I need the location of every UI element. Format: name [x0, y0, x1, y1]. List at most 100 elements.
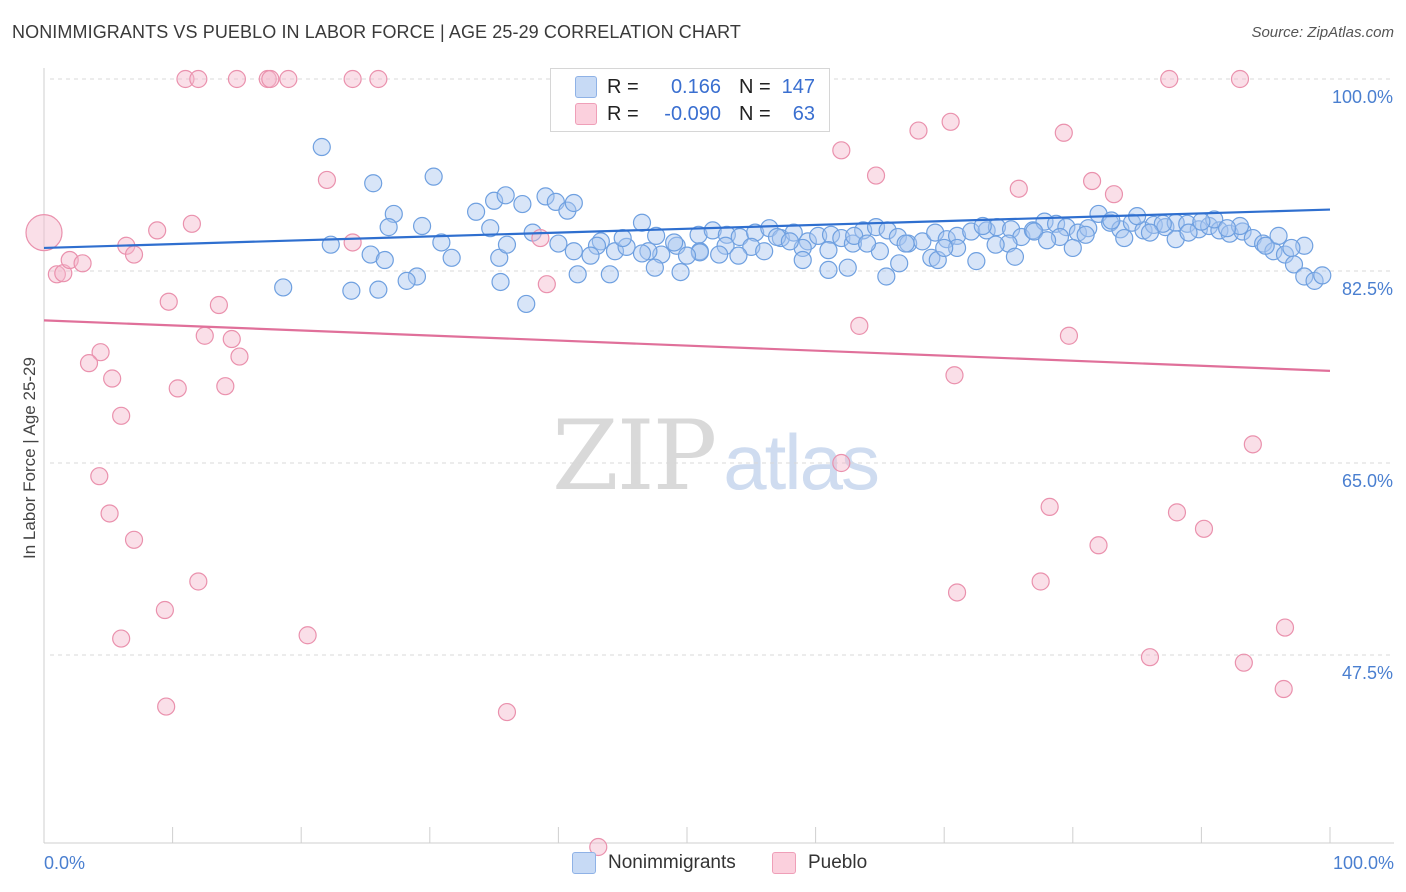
pueblo-point	[216, 377, 235, 396]
pueblo-point	[1167, 503, 1187, 522]
nonimmigrants-point	[986, 235, 1005, 254]
pueblo-point	[343, 69, 362, 89]
chart-title: NONIMMIGRANTS VS PUEBLO IN LABOR FORCE |…	[12, 22, 741, 42]
y-tick-label: 65.0%	[1342, 471, 1393, 491]
pueblo-point	[112, 406, 131, 425]
pueblo-point	[176, 69, 195, 89]
nonimmigrants-point	[967, 252, 986, 271]
nonimmigrants-point	[890, 254, 909, 273]
nonimmigrants-point	[677, 246, 697, 265]
nonimmigrants-point	[564, 193, 583, 213]
nonimmigrants-point	[1025, 222, 1044, 241]
pueblo-point	[124, 245, 144, 264]
nonimmigrants-point	[549, 234, 568, 253]
nonimmigrants-point	[647, 226, 666, 245]
nonimmigrants-point	[703, 221, 722, 240]
legend-swatch-pueblo	[772, 852, 796, 874]
nonimmigrants-point	[485, 191, 504, 210]
y-tick-label: 82.5%	[1342, 279, 1393, 299]
pueblo-point	[25, 214, 63, 252]
legend-item-pueblo[interactable]: Pueblo	[772, 852, 867, 874]
nonimmigrants-point	[1282, 238, 1301, 258]
legend-swatch-pueblo	[575, 103, 597, 125]
pueblo-point	[112, 629, 131, 648]
pueblo-point	[1040, 497, 1059, 516]
nonimmigrants-point	[857, 234, 877, 253]
legend-item-nonimmigrants[interactable]: Nonimmigrants	[572, 852, 736, 874]
pueblo-point	[1059, 326, 1079, 345]
nonimmigrants-point	[1057, 218, 1076, 237]
pueblo-point	[148, 221, 167, 240]
pueblo-point	[866, 166, 886, 185]
pueblo-point	[947, 583, 967, 602]
pueblo-point	[1194, 519, 1214, 538]
pueblo-point	[279, 69, 298, 89]
nonimmigrants-point	[665, 233, 684, 252]
nonimmigrants-point	[1001, 220, 1021, 239]
correlation-legend: R = 0.166 N = 147 R = -0.090 N = 63	[550, 68, 830, 132]
pueblo-point	[1054, 123, 1073, 142]
nonimmigrants-trend-line	[43, 208, 1331, 250]
nonimmigrants-point	[838, 258, 857, 277]
pueblo-point	[47, 265, 66, 284]
legend-swatch-nonimmigrants	[572, 852, 596, 874]
legend-n-label: N =	[739, 75, 771, 98]
nonimmigrants-point	[645, 258, 664, 277]
nonimmigrants-point	[497, 235, 517, 254]
pueblo-point	[343, 233, 362, 252]
watermark-atlas: atlas	[723, 418, 880, 506]
nonimmigrants-point	[274, 278, 293, 297]
nonimmigrants-point	[755, 242, 774, 261]
nonimmigrants-point	[710, 245, 729, 264]
pueblo-point	[209, 295, 228, 315]
nonimmigrants-point	[784, 223, 803, 242]
pueblo-point	[1031, 572, 1050, 591]
grid-lines	[50, 78, 1394, 656]
nonimmigrants-point	[947, 238, 967, 258]
pueblo-point	[589, 837, 608, 857]
nonimmigrants-point	[466, 202, 486, 221]
pueblo-point	[100, 504, 119, 523]
nonimmigrants-point	[935, 238, 954, 258]
pueblo-trend-line	[43, 319, 1331, 372]
nonimmigrants-point	[746, 223, 765, 242]
legend-row-nonimmigrants: R = 0.166 N = 147	[551, 74, 815, 100]
nonimmigrants-point	[1179, 223, 1198, 242]
pueblo-point	[832, 141, 851, 160]
series-legend: Nonimmigrants Pueblo	[0, 852, 1406, 878]
pueblo-point	[227, 69, 246, 89]
pueblo-point	[537, 275, 556, 294]
x-axis-ticks	[43, 827, 1331, 843]
pueblo-point	[91, 343, 110, 362]
nonimmigrants-point	[581, 246, 600, 265]
nonimmigrants-point	[491, 272, 510, 292]
pueblo-point	[189, 572, 208, 591]
pueblo-point	[1274, 679, 1293, 699]
pueblo-point	[298, 626, 317, 645]
nonimmigrants-point	[1140, 223, 1160, 242]
pueblo-point	[945, 366, 964, 385]
nonimmigrants-point	[564, 242, 583, 261]
nonimmigrants-point	[877, 267, 896, 286]
y-axis-tick-labels: 100.0% 82.5% 65.0% 47.5%	[1332, 87, 1393, 683]
nonimmigrants-point	[819, 241, 838, 260]
nonimmigrants-point	[536, 187, 555, 206]
legend-n-value: 147	[781, 75, 815, 98]
pueblo-point	[832, 453, 851, 473]
pueblo-point	[195, 326, 214, 345]
y-tick-label: 100.0%	[1332, 87, 1393, 107]
legend-label-pueblo: Pueblo	[808, 852, 868, 873]
pueblo-point	[124, 530, 144, 549]
pueblo-point	[189, 69, 208, 89]
nonimmigrants-point	[568, 265, 587, 284]
pueblo-point	[168, 379, 187, 398]
nonimmigrants-point	[407, 267, 427, 286]
legend-label-nonimmigrants: Nonimmigrants	[608, 852, 736, 873]
pueblo-point	[1140, 648, 1160, 667]
nonimmigrants-point	[729, 246, 748, 265]
nonimmigrants-point	[364, 174, 383, 193]
nonimmigrants-point	[412, 216, 432, 236]
nonimmigrants-point	[809, 226, 828, 245]
nonimmigrants-point	[379, 218, 398, 237]
